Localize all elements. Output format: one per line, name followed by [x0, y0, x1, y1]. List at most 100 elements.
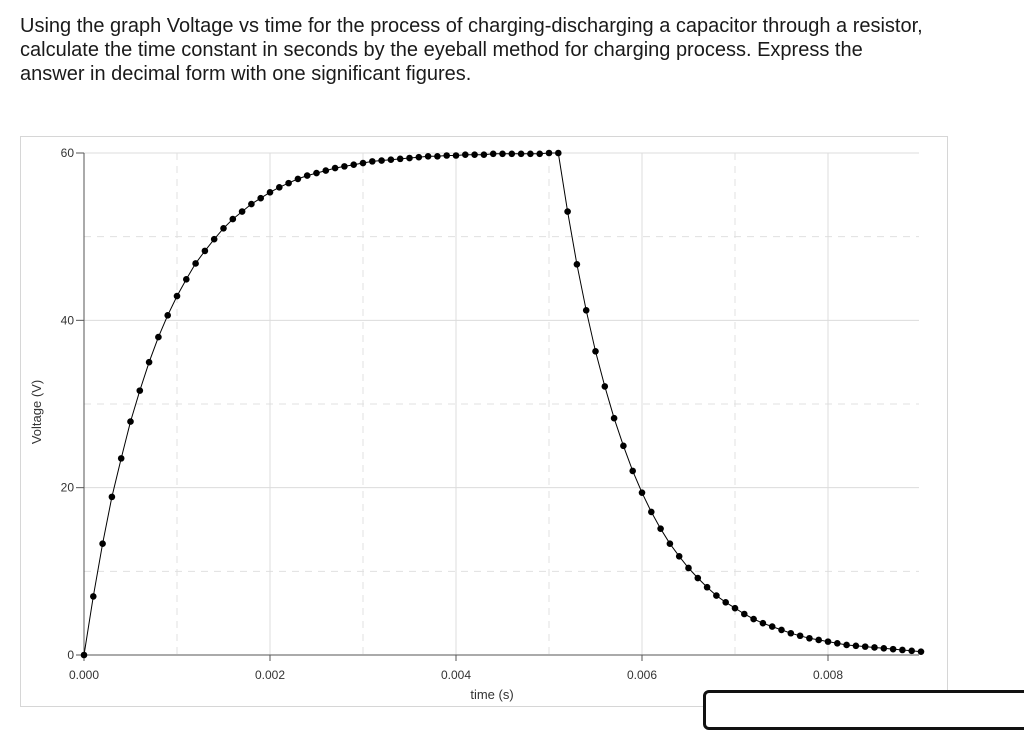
data-point	[220, 225, 227, 232]
data-point	[489, 150, 497, 158]
data-point	[899, 646, 906, 654]
data-point	[592, 347, 599, 355]
data-point	[610, 414, 618, 422]
axes	[83, 153, 919, 656]
data-point	[545, 149, 553, 157]
data-point	[796, 632, 804, 640]
data-point	[573, 260, 581, 268]
question-line-2: calculate the time constant in seconds b…	[20, 39, 863, 61]
data-point	[117, 455, 125, 462]
tick-marks: 0 20 40 60 0.000 0.002 0.004 0.006 0.008	[61, 146, 844, 682]
data-point	[183, 276, 190, 283]
y-axis-label: Voltage (V)	[29, 380, 44, 444]
data-point	[303, 172, 311, 179]
data-point	[750, 615, 757, 623]
answer-input-box[interactable]	[703, 690, 1024, 730]
data-point	[694, 574, 702, 582]
data-point	[713, 592, 720, 599]
data-point	[341, 163, 348, 170]
data-point	[238, 208, 246, 215]
data-point	[369, 158, 376, 165]
data-point	[471, 151, 478, 158]
data-point	[908, 647, 915, 655]
data-point	[387, 156, 395, 163]
data-point	[192, 260, 199, 267]
data-points	[80, 149, 925, 659]
data-point	[313, 169, 320, 177]
data-point	[517, 150, 525, 158]
data-point	[331, 164, 339, 172]
data-point	[527, 150, 534, 158]
data-point	[99, 540, 106, 548]
data-point	[759, 619, 767, 627]
data-point	[657, 525, 664, 532]
data-point	[861, 643, 869, 650]
data-point	[648, 508, 655, 516]
data-point	[880, 645, 888, 652]
data-point	[145, 358, 153, 366]
data-point	[155, 333, 162, 341]
data-point	[415, 153, 423, 161]
data-point	[889, 645, 897, 653]
x-axis-label: time (s)	[470, 687, 513, 702]
x-tick-label: 0.006	[627, 668, 657, 682]
x-tick-label: 0.008	[813, 668, 843, 682]
data-point	[722, 598, 729, 606]
data-point	[424, 153, 432, 160]
data-point	[499, 150, 506, 158]
data-point	[173, 292, 181, 300]
chart-frame	[20, 136, 948, 707]
data-point	[396, 155, 404, 163]
x-tick-label: 0.000	[69, 668, 99, 682]
data-point	[452, 152, 460, 159]
y-tick-label: 0	[67, 648, 74, 662]
data-point	[285, 179, 292, 187]
data-point	[257, 194, 265, 202]
data-point	[787, 629, 795, 637]
data-point	[564, 208, 571, 215]
data-point	[834, 639, 841, 647]
data-point	[462, 151, 469, 158]
data-point	[638, 489, 646, 496]
grid-lines	[84, 152, 919, 655]
data-point	[359, 159, 367, 167]
x-tick-label: 0.004	[441, 668, 471, 682]
data-point	[90, 593, 97, 600]
data-point	[843, 641, 850, 649]
data-point	[350, 161, 358, 169]
data-point	[201, 247, 209, 255]
data-point	[675, 552, 683, 560]
data-point	[582, 306, 590, 314]
data-point	[629, 467, 636, 475]
data-point	[322, 167, 330, 174]
data-point	[443, 152, 451, 159]
question-text: Using the graph Voltage vs time for the …	[20, 14, 1010, 86]
data-point	[666, 540, 674, 548]
data-point	[276, 184, 283, 191]
data-point	[685, 564, 692, 572]
data-point	[210, 235, 218, 243]
y-tick-label: 60	[61, 146, 75, 160]
data-point	[555, 149, 562, 157]
data-point	[294, 175, 302, 183]
data-point	[406, 154, 413, 162]
data-point	[108, 493, 116, 501]
data-point	[852, 642, 860, 650]
data-point	[136, 387, 144, 394]
question-line-1: Using the graph Voltage vs time for the …	[20, 15, 923, 37]
data-point	[127, 418, 134, 425]
data-point	[248, 200, 255, 208]
data-point	[164, 312, 171, 319]
data-point	[703, 583, 711, 591]
data-point	[80, 651, 88, 659]
data-point	[266, 189, 274, 196]
data-point	[806, 634, 813, 642]
data-point	[378, 157, 385, 164]
data-point	[824, 638, 832, 645]
question-line-3: answer in decimal form with one signific…	[20, 63, 472, 85]
data-point	[731, 604, 739, 612]
data-point	[871, 644, 878, 651]
data-point	[741, 610, 748, 618]
y-tick-label: 20	[61, 481, 75, 495]
y-tick-label: 40	[61, 313, 75, 327]
